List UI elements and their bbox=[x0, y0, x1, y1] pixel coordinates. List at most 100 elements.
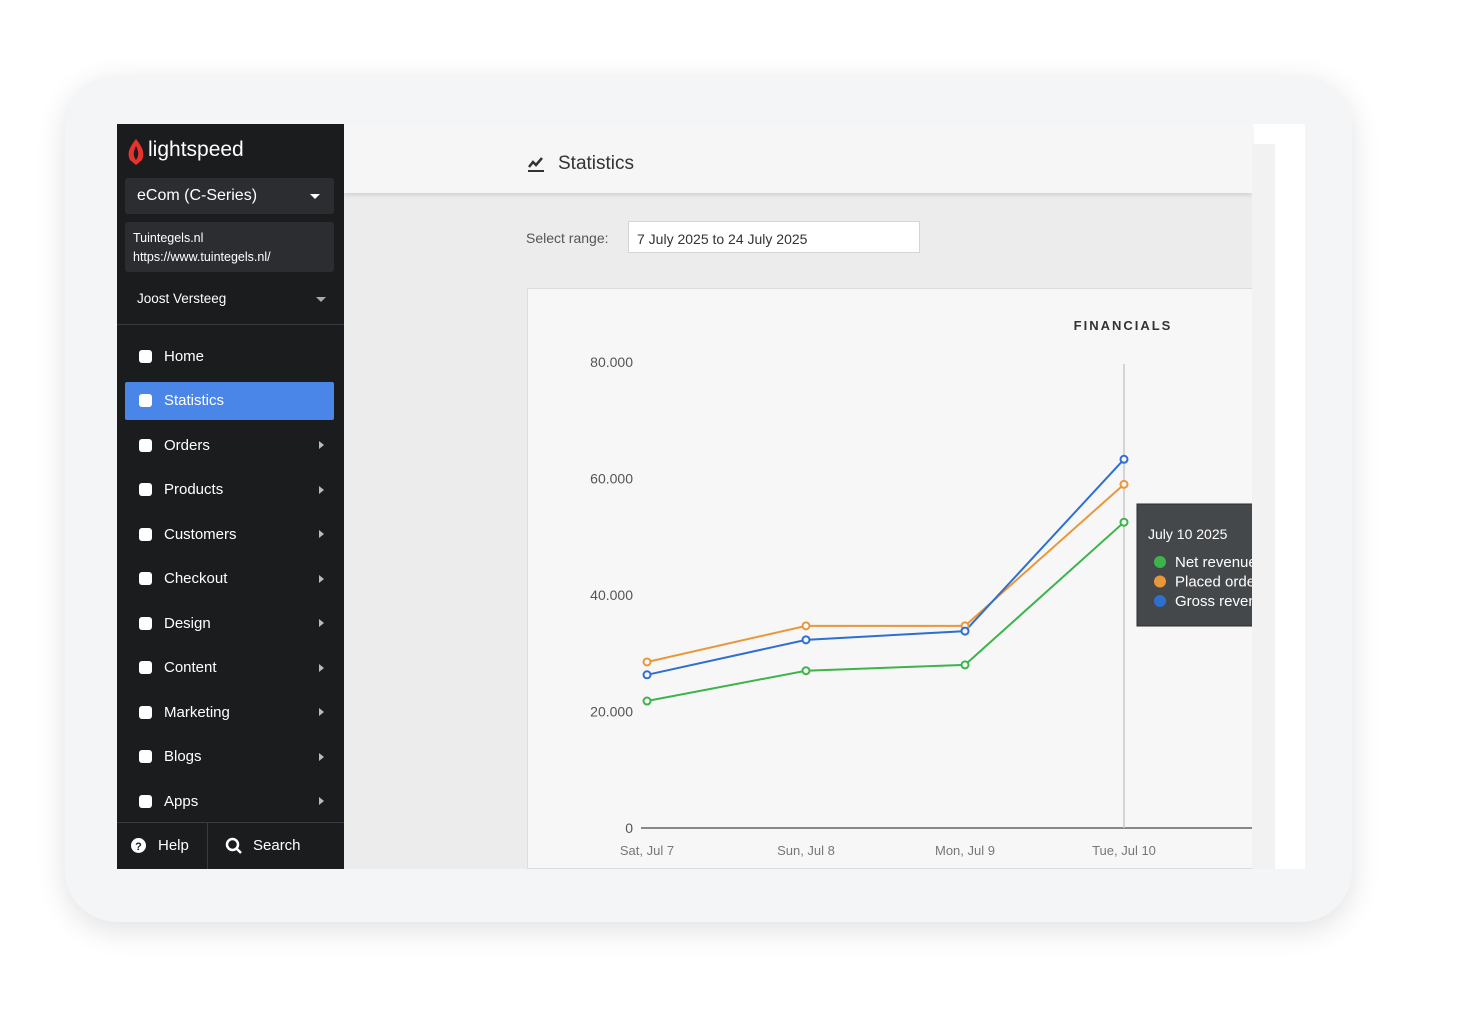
x-tick-label: Tue, Jul 10 bbox=[1092, 843, 1156, 858]
nav-label: Customers bbox=[164, 525, 237, 543]
series-line bbox=[646, 458, 1125, 676]
chevron bbox=[319, 708, 324, 716]
nav-icon bbox=[139, 349, 152, 363]
nav-icon bbox=[139, 394, 152, 407]
store-info: Tuintegels.nl https://www.tuintegels.nl/ bbox=[125, 222, 334, 272]
brand: lightspeed bbox=[148, 138, 244, 161]
help-button[interactable]: Help bbox=[158, 837, 189, 854]
y-tick-label: 80.000 bbox=[590, 354, 633, 370]
chevron bbox=[319, 797, 324, 805]
data-point bbox=[801, 666, 811, 676]
nav-icon bbox=[139, 794, 152, 808]
data-point bbox=[960, 626, 970, 636]
data-point bbox=[1119, 454, 1129, 464]
chart: FINANCIALS 0 20.000 40.000 60.000 80.000 Sat,… bbox=[590, 318, 1252, 858]
stats-icon bbox=[528, 157, 544, 172]
nav-icon bbox=[139, 750, 152, 763]
help-icon: ? bbox=[131, 838, 146, 853]
y-tick-label: 40.000 bbox=[590, 587, 633, 603]
screen: lightspeed eCom (C-Series) Tuintegels.nl… bbox=[117, 124, 1305, 869]
data-point bbox=[642, 696, 652, 706]
nav-item[interactable]: Apps bbox=[125, 782, 334, 820]
nav-icon bbox=[139, 438, 152, 452]
series-line bbox=[646, 521, 1125, 702]
nav-icon bbox=[139, 572, 152, 585]
divider bbox=[117, 324, 344, 325]
x-tick-label: Sun, Jul 8 bbox=[777, 843, 835, 858]
nav-item[interactable]: Blogs bbox=[125, 738, 334, 776]
nav-icon bbox=[139, 661, 152, 674]
nav-label: Content bbox=[164, 659, 217, 676]
nav-label: Orders bbox=[164, 436, 210, 454]
legend-label: Placed orders bbox=[1175, 574, 1252, 591]
nav-icon bbox=[139, 527, 152, 541]
store-name: Tuintegels.nl bbox=[133, 231, 204, 245]
legend-label: Gross revenue bbox=[1175, 593, 1252, 610]
nav-label: Home bbox=[164, 347, 205, 365]
search-button[interactable]: Search bbox=[253, 837, 301, 854]
user-menu[interactable]: Joost Versteeg bbox=[137, 291, 227, 306]
nav-item[interactable]: Marketing bbox=[125, 693, 334, 731]
chevron bbox=[319, 530, 324, 538]
legend-dot bbox=[1154, 556, 1166, 568]
nav-item[interactable]: Orders bbox=[125, 426, 334, 464]
data-point bbox=[801, 635, 811, 645]
logo-icon bbox=[128, 139, 144, 165]
legend-dot bbox=[1154, 575, 1166, 588]
nav-label: Products bbox=[164, 481, 224, 498]
sidebar: lightspeed eCom (C-Series) Tuintegels.nl… bbox=[117, 124, 344, 869]
range-input[interactable]: 7 July 2025 to 24 July 2025 bbox=[628, 221, 920, 253]
nav-label: Marketing bbox=[164, 703, 230, 721]
nav-item[interactable]: Content bbox=[125, 649, 334, 687]
y-tick-label: 60.000 bbox=[590, 471, 633, 487]
nav-item[interactable]: Home bbox=[125, 337, 334, 375]
nav-item[interactable]: Checkout bbox=[125, 560, 334, 598]
data-point bbox=[642, 670, 652, 680]
main: Statistics Select range: 7 July 2025 to … bbox=[344, 124, 1252, 869]
nav-item[interactable]: Products bbox=[125, 471, 334, 509]
data-point bbox=[1119, 479, 1129, 489]
x-tick-label: Mon, Jul 9 bbox=[935, 843, 995, 858]
shop-selector[interactable]: eCom (C-Series) bbox=[125, 178, 334, 214]
chevron bbox=[319, 441, 324, 449]
legend-dot bbox=[1154, 595, 1166, 607]
chevron bbox=[319, 663, 324, 672]
nav-label: Statistics bbox=[164, 392, 225, 409]
y-tick-label: 20.000 bbox=[590, 704, 633, 720]
chart-title: FINANCIALS bbox=[1074, 318, 1173, 333]
data-point bbox=[1119, 517, 1129, 527]
nav-label: Checkout bbox=[164, 570, 228, 587]
data-point bbox=[960, 660, 970, 670]
data-point bbox=[801, 621, 811, 631]
chevron bbox=[319, 619, 324, 627]
svg-text:?: ? bbox=[135, 841, 142, 853]
nav-item[interactable]: Design bbox=[125, 604, 334, 642]
header: Statistics bbox=[344, 124, 1252, 193]
dropdown-caret bbox=[310, 194, 320, 199]
divider bbox=[207, 823, 208, 869]
data-point bbox=[642, 657, 652, 667]
search-icon bbox=[225, 837, 242, 854]
y-tick-label: 0 bbox=[625, 820, 633, 836]
scroll-area bbox=[1252, 144, 1275, 869]
shop-selector-label: eCom (C-Series) bbox=[137, 187, 258, 204]
range-label: Select range: bbox=[526, 230, 609, 246]
x-tick-label: Sat, Jul 7 bbox=[620, 843, 674, 858]
nav-icon bbox=[139, 483, 152, 496]
nav-label: Design bbox=[164, 614, 211, 632]
nav-icon bbox=[139, 616, 152, 630]
nav-label: Blogs bbox=[164, 748, 202, 765]
chart-panel: FINANCIALS 0 20.000 40.000 60.000 80.000 Sat,… bbox=[527, 288, 1252, 869]
divider bbox=[117, 822, 344, 823]
tooltip-title: July 10 2025 bbox=[1148, 526, 1228, 542]
legend-label: Net revenue bbox=[1175, 554, 1252, 571]
chevron bbox=[319, 752, 324, 761]
chevron bbox=[319, 574, 324, 583]
nav-item[interactable]: Statistics bbox=[125, 381, 334, 420]
page-title: Statistics bbox=[558, 153, 635, 174]
chevron bbox=[319, 485, 324, 494]
nav-item[interactable]: Customers bbox=[125, 515, 334, 553]
dropdown-caret bbox=[316, 297, 326, 302]
store-url: https://www.tuintegels.nl/ bbox=[133, 250, 271, 264]
